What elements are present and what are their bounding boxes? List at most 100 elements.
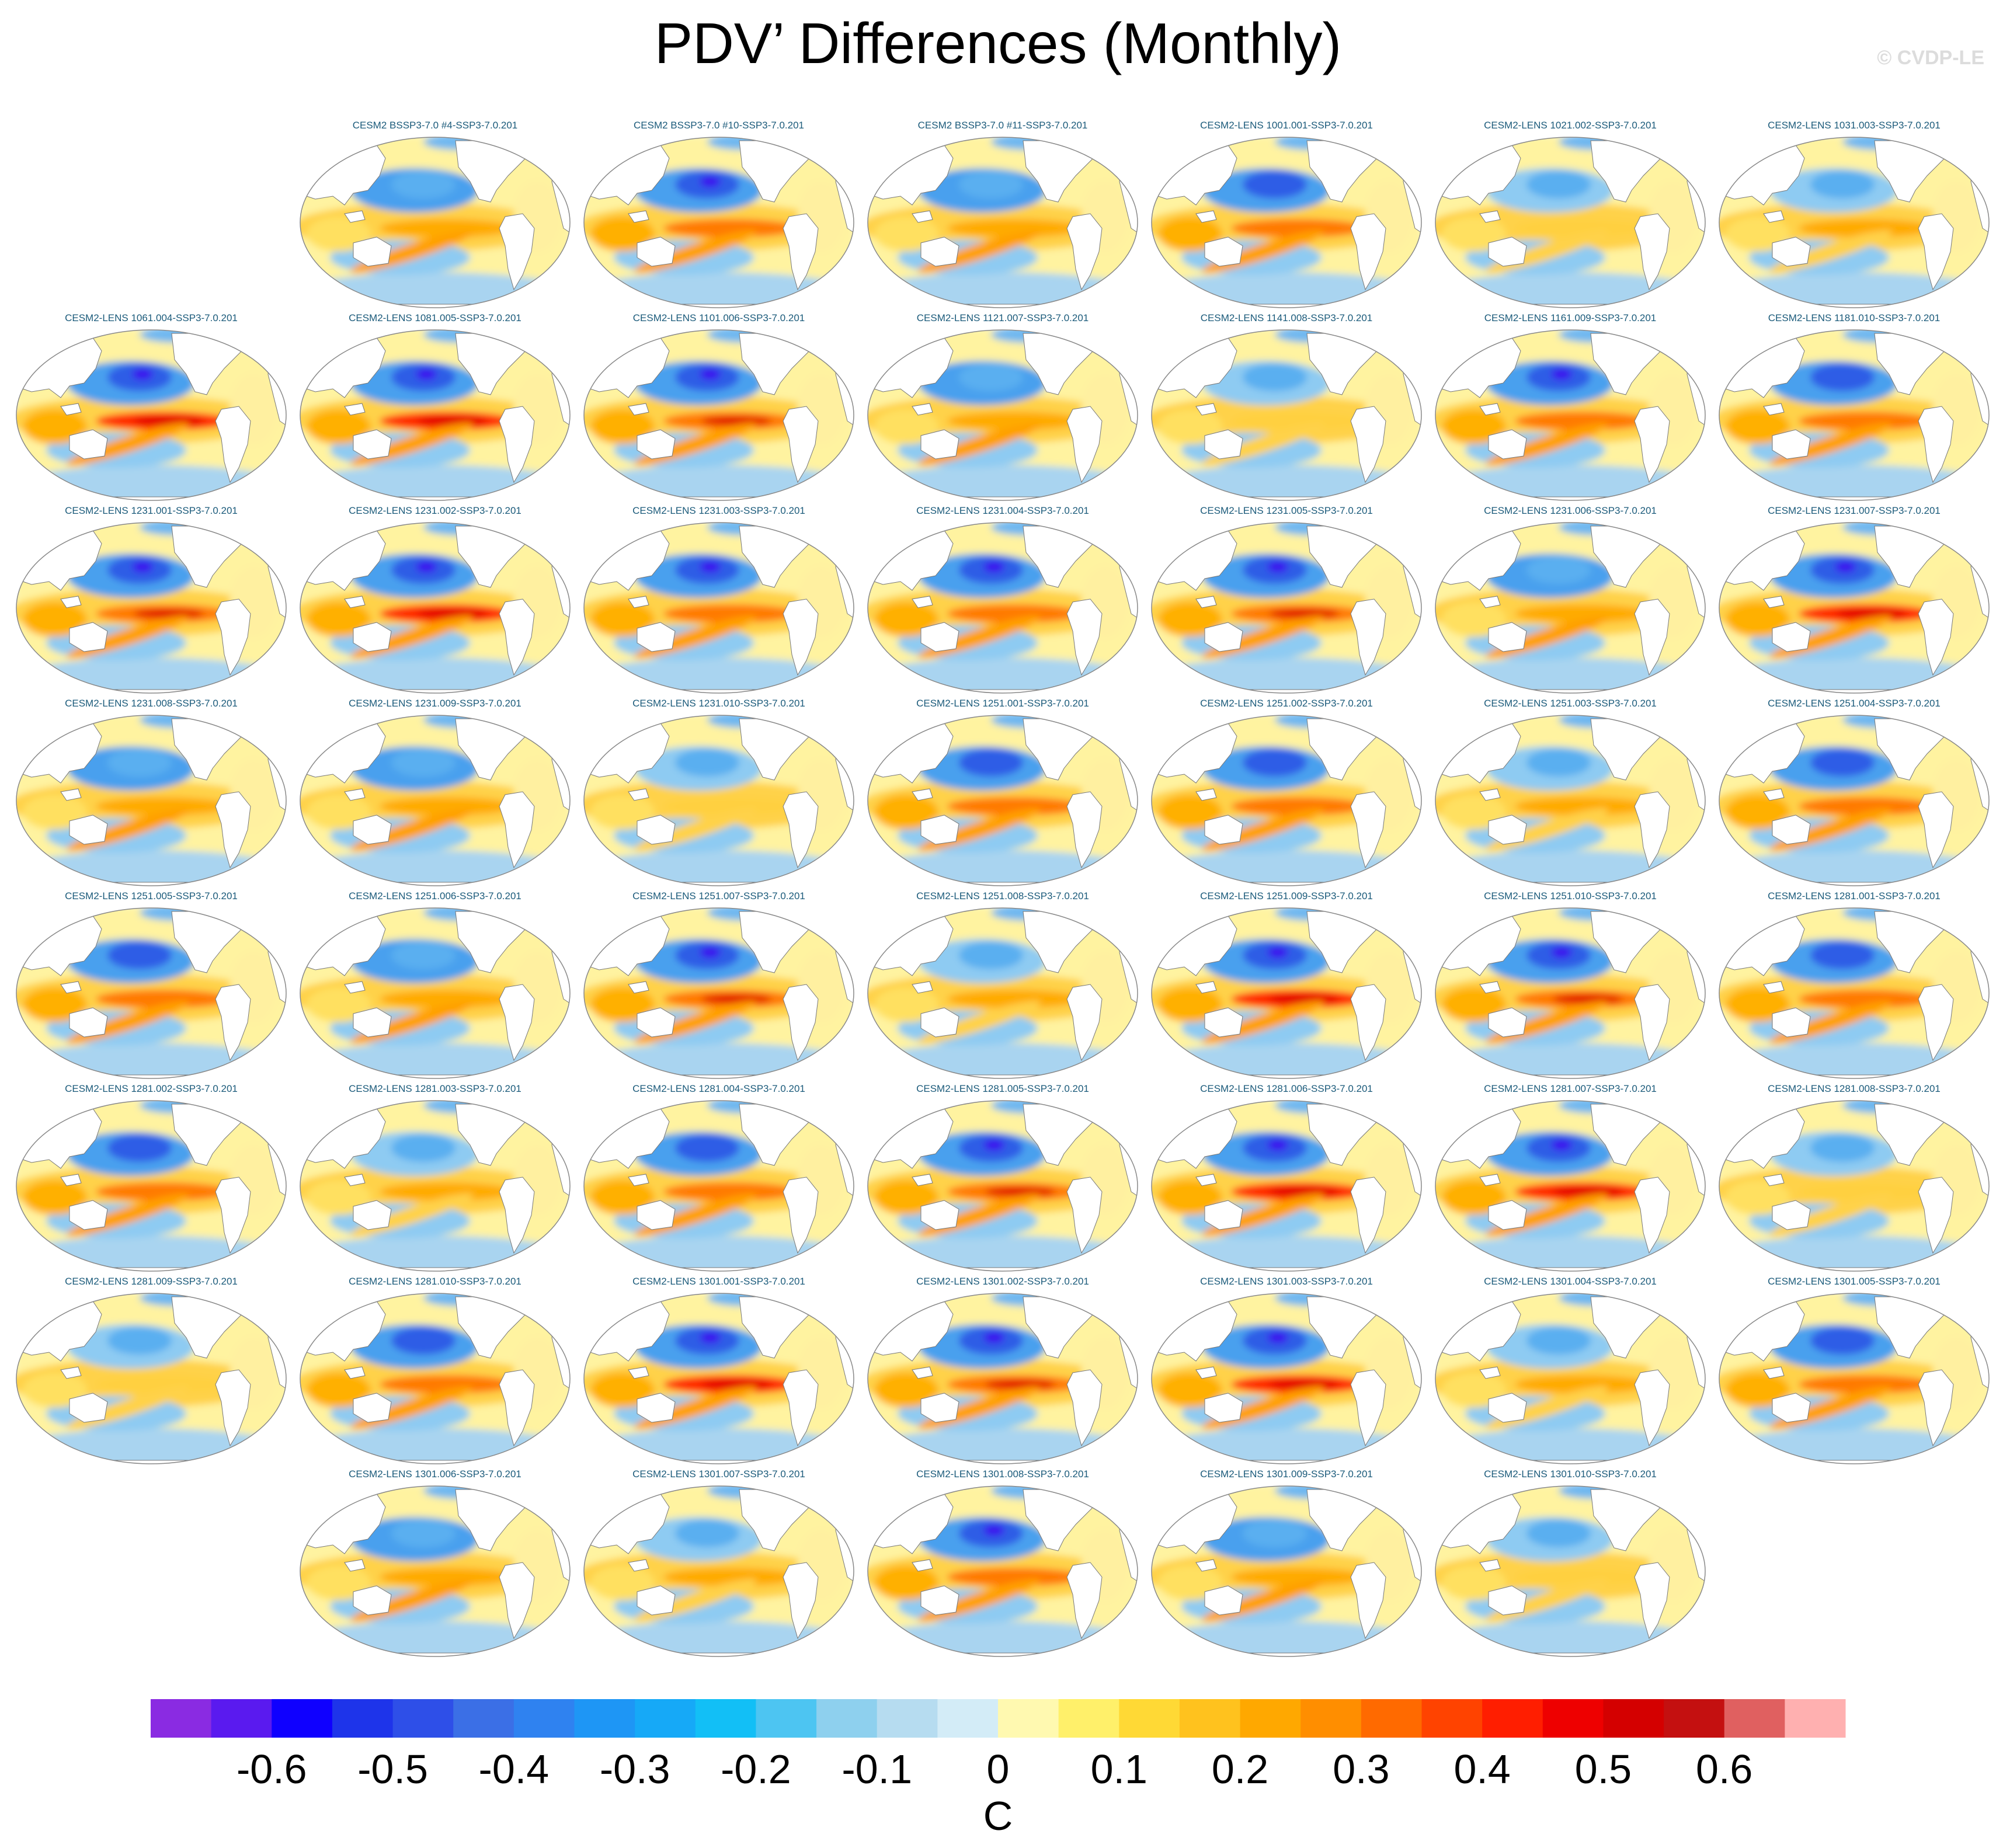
panel-title: CESM2 BSSP3-7.0 #11-SSP3-7.0.201 [917,120,1088,131]
sst-anomaly-map [300,715,571,886]
sst-anomaly-map [1435,1293,1706,1464]
sst-anomaly-map [1151,907,1422,1079]
map-panel: CESM2-LENS 1301.005-SSP3-7.0.201 [1713,1276,1995,1468]
sst-anomaly-map [583,1485,854,1657]
panel-title: CESM2-LENS 1141.008-SSP3-7.0.201 [1200,312,1373,323]
map-panel: CESM2-LENS 1231.007-SSP3-7.0.201 [1713,505,1995,698]
map-panel: CESM2-LENS 1231.006-SSP3-7.0.201 [1430,505,1711,698]
sst-anomaly-map [1719,329,1990,501]
panel-title: CESM2-LENS 1251.001-SSP3-7.0.201 [916,698,1089,709]
sst-anomaly-map [1151,1485,1422,1657]
map-panel: CESM2-LENS 1281.004-SSP3-7.0.201 [578,1083,860,1276]
panel-title: CESM2 BSSP3-7.0 #4-SSP3-7.0.201 [352,120,518,131]
colorbar-tick-label: 0.3 [1333,1746,1390,1792]
colorbar-swatch [1785,1699,1846,1738]
map-panel: CESM2-LENS 1281.008-SSP3-7.0.201 [1713,1083,1995,1276]
panel-title: CESM2-LENS 1021.002-SSP3-7.0.201 [1484,120,1657,131]
colorbar-swatch [332,1699,394,1738]
sst-anomaly-map [1719,137,1990,308]
map-panel: CESM2-LENS 1301.003-SSP3-7.0.201 [1146,1276,1427,1468]
panel-title: CESM2 BSSP3-7.0 #10-SSP3-7.0.201 [634,120,804,131]
colorbar-tick-label: -0.2 [721,1746,791,1792]
panel-title: CESM2-LENS 1231.010-SSP3-7.0.201 [632,698,805,709]
map-panel: CESM2-LENS 1301.010-SSP3-7.0.201 [1430,1468,1711,1661]
panel-title: CESM2-LENS 1251.007-SSP3-7.0.201 [632,890,805,902]
watermark: © CVDP-LE [1877,47,1984,69]
map-panel: CESM2-LENS 1101.006-SSP3-7.0.201 [578,312,860,505]
map-panel: CESM2-LENS 1081.005-SSP3-7.0.201 [294,312,576,505]
sst-anomaly-map [1151,522,1422,694]
map-panel: CESM2-LENS 1301.007-SSP3-7.0.201 [578,1468,860,1661]
colorbar-swatch [1542,1699,1604,1738]
sst-anomaly-map [867,907,1138,1079]
sst-anomaly-map [1719,1100,1990,1272]
colorbar-swatch [1119,1699,1180,1738]
sst-anomaly-map [583,907,854,1079]
panel-title: CESM2-LENS 1251.006-SSP3-7.0.201 [349,890,521,902]
sst-anomaly-map [1151,137,1422,308]
sst-anomaly-map [867,1100,1138,1272]
panel-title: CESM2-LENS 1301.001-SSP3-7.0.201 [632,1276,805,1287]
map-panel: CESM2-LENS 1121.007-SSP3-7.0.201 [862,312,1143,505]
map-panel: CESM2-LENS 1251.006-SSP3-7.0.201 [294,890,576,1083]
map-panel: CESM2-LENS 1021.002-SSP3-7.0.201 [1430,120,1711,312]
panel-title: CESM2-LENS 1231.009-SSP3-7.0.201 [349,698,521,709]
map-panel: CESM2-LENS 1251.009-SSP3-7.0.201 [1146,890,1427,1083]
colorbar-tick-label: 0.5 [1574,1746,1632,1792]
colorbar-tick-label: 0 [986,1746,1010,1792]
colorbar-swatch [1482,1699,1543,1738]
sst-anomaly-map [583,715,854,886]
sst-anomaly-map [583,1100,854,1272]
map-panel: CESM2-LENS 1231.005-SSP3-7.0.201 [1146,505,1427,698]
colorbar-units: C [983,1793,1013,1839]
map-panel: CESM2-LENS 1231.001-SSP3-7.0.201 [11,505,292,698]
colorbar-swatch [635,1699,696,1738]
panel-title: CESM2-LENS 1231.003-SSP3-7.0.201 [632,505,805,516]
map-panel: CESM2-LENS 1281.005-SSP3-7.0.201 [862,1083,1143,1276]
map-panel: CESM2-LENS 1031.003-SSP3-7.0.201 [1713,120,1995,312]
sst-anomaly-map [867,137,1138,308]
panel-title: CESM2-LENS 1121.007-SSP3-7.0.201 [916,312,1089,323]
panel-title: CESM2-LENS 1281.005-SSP3-7.0.201 [916,1083,1089,1094]
map-panel: CESM2-LENS 1281.010-SSP3-7.0.201 [294,1276,576,1468]
sst-anomaly-map [583,137,854,308]
map-panel: CESM2-LENS 1161.009-SSP3-7.0.201 [1430,312,1711,505]
colorbar-tick-label: -0.3 [599,1746,670,1792]
map-panel: CESM2-LENS 1301.009-SSP3-7.0.201 [1146,1468,1427,1661]
colorbar-swatch [998,1699,1059,1738]
colorbar-swatch [937,1699,999,1738]
panel-title: CESM2-LENS 1031.003-SSP3-7.0.201 [1768,120,1941,131]
sst-anomaly-map [1151,715,1422,886]
colorbar-tick-label: -0.4 [478,1746,550,1792]
sst-anomaly-map [867,715,1138,886]
map-panel: CESM2-LENS 1231.003-SSP3-7.0.201 [578,505,860,698]
colorbar-tick-label: 0.4 [1453,1746,1511,1792]
colorbar-swatch [816,1699,878,1738]
colorbar-tick-label: -0.1 [841,1746,913,1792]
panel-title: CESM2-LENS 1251.010-SSP3-7.0.201 [1484,890,1657,902]
panel-title: CESM2-LENS 1101.006-SSP3-7.0.201 [632,312,805,323]
map-panel: CESM2-LENS 1251.010-SSP3-7.0.201 [1430,890,1711,1083]
map-panel: CESM2-LENS 1281.007-SSP3-7.0.201 [1430,1083,1711,1276]
sst-anomaly-map [1435,137,1706,308]
sst-anomaly-map [1435,907,1706,1079]
sst-anomaly-map [300,1485,571,1657]
panel-title: CESM2-LENS 1231.002-SSP3-7.0.201 [349,505,521,516]
sst-anomaly-map [1719,907,1990,1079]
sst-anomaly-map [1719,715,1990,886]
panel-title: CESM2-LENS 1001.001-SSP3-7.0.201 [1200,120,1373,131]
map-panel: CESM2-LENS 1251.001-SSP3-7.0.201 [862,698,1143,890]
sst-anomaly-map [300,1100,571,1272]
colorbar-swatch [1664,1699,1725,1738]
map-panel: CESM2-LENS 1231.008-SSP3-7.0.201 [11,698,292,890]
colorbar-tick-label: -0.6 [236,1746,307,1792]
colorbar-swatch [1058,1699,1119,1738]
sst-anomaly-map [300,907,571,1079]
panel-title: CESM2-LENS 1281.004-SSP3-7.0.201 [632,1083,805,1094]
map-panel: CESM2-LENS 1281.006-SSP3-7.0.201 [1146,1083,1427,1276]
sst-anomaly-map [1719,1293,1990,1464]
panel-title: CESM2-LENS 1301.005-SSP3-7.0.201 [1768,1276,1941,1287]
map-panel: CESM2-LENS 1001.001-SSP3-7.0.201 [1146,120,1427,312]
panel-title: CESM2-LENS 1281.008-SSP3-7.0.201 [1768,1083,1941,1094]
map-panel: CESM2-LENS 1141.008-SSP3-7.0.201 [1146,312,1427,505]
